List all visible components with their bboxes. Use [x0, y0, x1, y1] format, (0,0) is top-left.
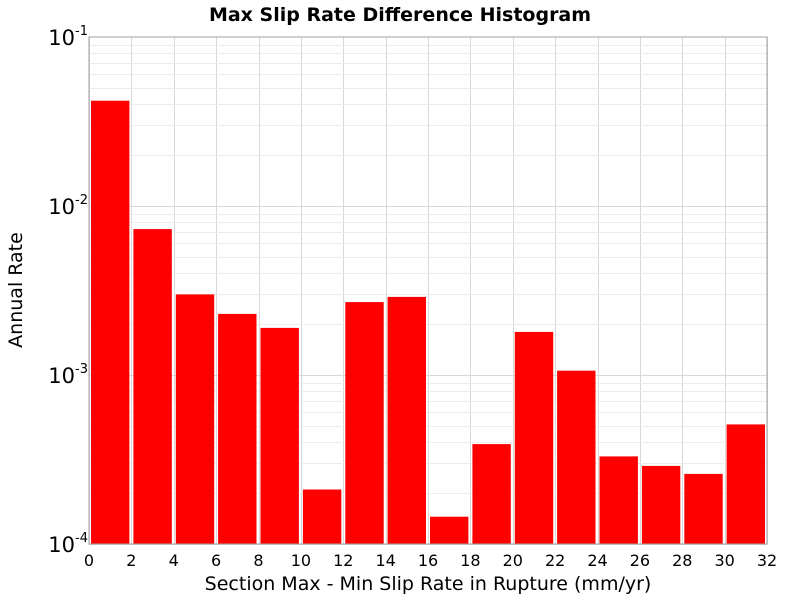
histogram-bar [175, 294, 215, 544]
x-tick-label: 14 [375, 551, 395, 570]
histogram-bar [387, 296, 426, 544]
y-tick-label: 10 -4 [48, 531, 88, 557]
chart-title: Max Slip Rate Difference Histogram [209, 4, 591, 26]
histogram-bar [260, 327, 299, 544]
histogram-bar [472, 444, 511, 544]
x-tick-label: 0 [84, 551, 94, 570]
x-tick-label: 4 [169, 551, 179, 570]
histogram-bar [430, 516, 469, 544]
x-tick-label: 24 [587, 551, 607, 570]
y-tick-base: 10 [48, 195, 75, 219]
x-tick-label: 22 [545, 551, 565, 570]
histogram-bar [641, 465, 681, 544]
histogram-bar [302, 489, 342, 544]
histogram-bar [91, 100, 130, 544]
histogram-bar [599, 456, 638, 544]
histogram-bar [133, 229, 172, 544]
y-tick-base: 10 [48, 26, 75, 50]
y-tick-exponent: -3 [75, 362, 88, 377]
y-tick-base: 10 [48, 533, 75, 557]
x-tick-label: 30 [714, 551, 734, 570]
y-tick-base: 10 [48, 364, 75, 388]
x-tick-label: 10 [291, 551, 311, 570]
x-tick-label: 16 [418, 551, 438, 570]
y-tick-exponent: -1 [75, 24, 88, 39]
x-axis-ticks: 0 2 4 6 8 10 12 14 16 18 20 22 24 26 28 30 32 [84, 551, 777, 570]
x-tick-label: 20 [503, 551, 523, 570]
y-tick-label: 10 -3 [48, 362, 88, 388]
bars [91, 100, 765, 544]
plot-frame [88, 36, 768, 545]
histogram-bar [726, 424, 765, 544]
histogram-bar [218, 313, 257, 544]
histogram-bar [514, 331, 554, 544]
y-tick-label: 10 -1 [48, 24, 88, 50]
x-tick-label: 12 [333, 551, 353, 570]
y-tick-exponent: -4 [75, 531, 88, 546]
y-tick-label: 10 -2 [48, 193, 88, 219]
y-axis-ticks: 10-110-210-310-4 [48, 24, 88, 557]
x-tick-label: 6 [211, 551, 221, 570]
histogram-bar [684, 473, 723, 544]
histogram-bar [345, 302, 384, 544]
y-axis-label: Annual Rate [5, 232, 27, 348]
y-tick-exponent: -2 [75, 193, 88, 208]
histogram-bar [557, 370, 596, 544]
x-tick-label: 32 [757, 551, 777, 570]
x-tick-label: 28 [672, 551, 692, 570]
x-tick-label: 18 [460, 551, 480, 570]
x-tick-label: 8 [253, 551, 263, 570]
x-tick-label: 26 [630, 551, 650, 570]
x-tick-label: 2 [126, 551, 136, 570]
x-axis-label: Section Max - Min Slip Rate in Rupture (… [205, 573, 652, 595]
